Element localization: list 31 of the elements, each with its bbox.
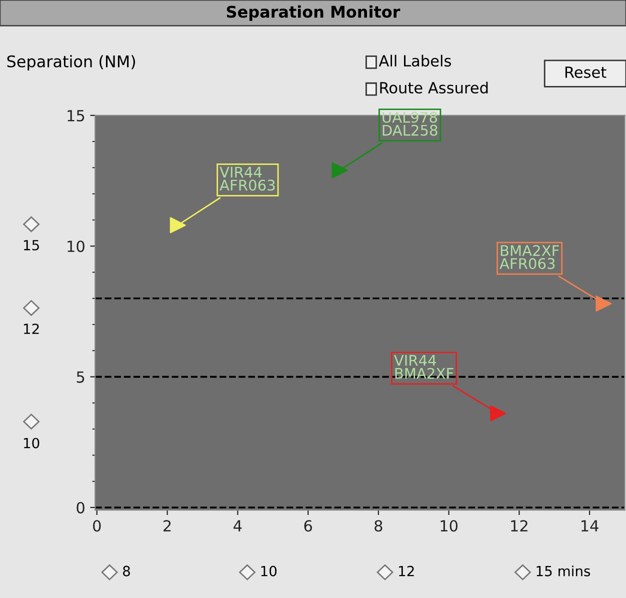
text: 8: [123, 566, 130, 576]
text: 12: [399, 566, 414, 576]
x-tick-label: 8: [374, 520, 382, 532]
text: Reset: [565, 66, 606, 78]
text: All Labels: [378, 54, 451, 67]
x-tick-label: 0: [93, 520, 101, 532]
x-tick-label: 2: [164, 520, 171, 532]
point: [596, 296, 612, 312]
x-tick-label: 14: [582, 520, 598, 532]
text: 15 mins: [536, 566, 590, 576]
x-tick-label: 6: [304, 520, 312, 532]
text: VIR44 AFR063: [220, 166, 275, 191]
text: 12: [24, 324, 39, 334]
chart-title: Separation Monitor: [226, 5, 400, 21]
text: 10: [24, 438, 40, 448]
x-tick-label: 4: [234, 520, 242, 532]
point: [490, 405, 506, 422]
y-tick-label: 5: [76, 371, 84, 383]
y-axis-title: Separation (NM): [7, 55, 135, 71]
text: BMA2XF AFR063: [500, 245, 559, 270]
x-tick-label: 12: [511, 520, 528, 532]
text: Route Assured: [380, 82, 488, 94]
x-tick-label: 10: [440, 520, 458, 532]
text: 15: [24, 240, 39, 250]
point: [332, 162, 348, 178]
text: UAL978 DAL258: [382, 112, 438, 136]
y-tick-label: 10: [68, 240, 84, 252]
text: 10: [261, 566, 277, 576]
y-tick-label: 0: [76, 502, 84, 514]
point: [170, 217, 186, 234]
y-tick-label: 15: [68, 110, 84, 122]
